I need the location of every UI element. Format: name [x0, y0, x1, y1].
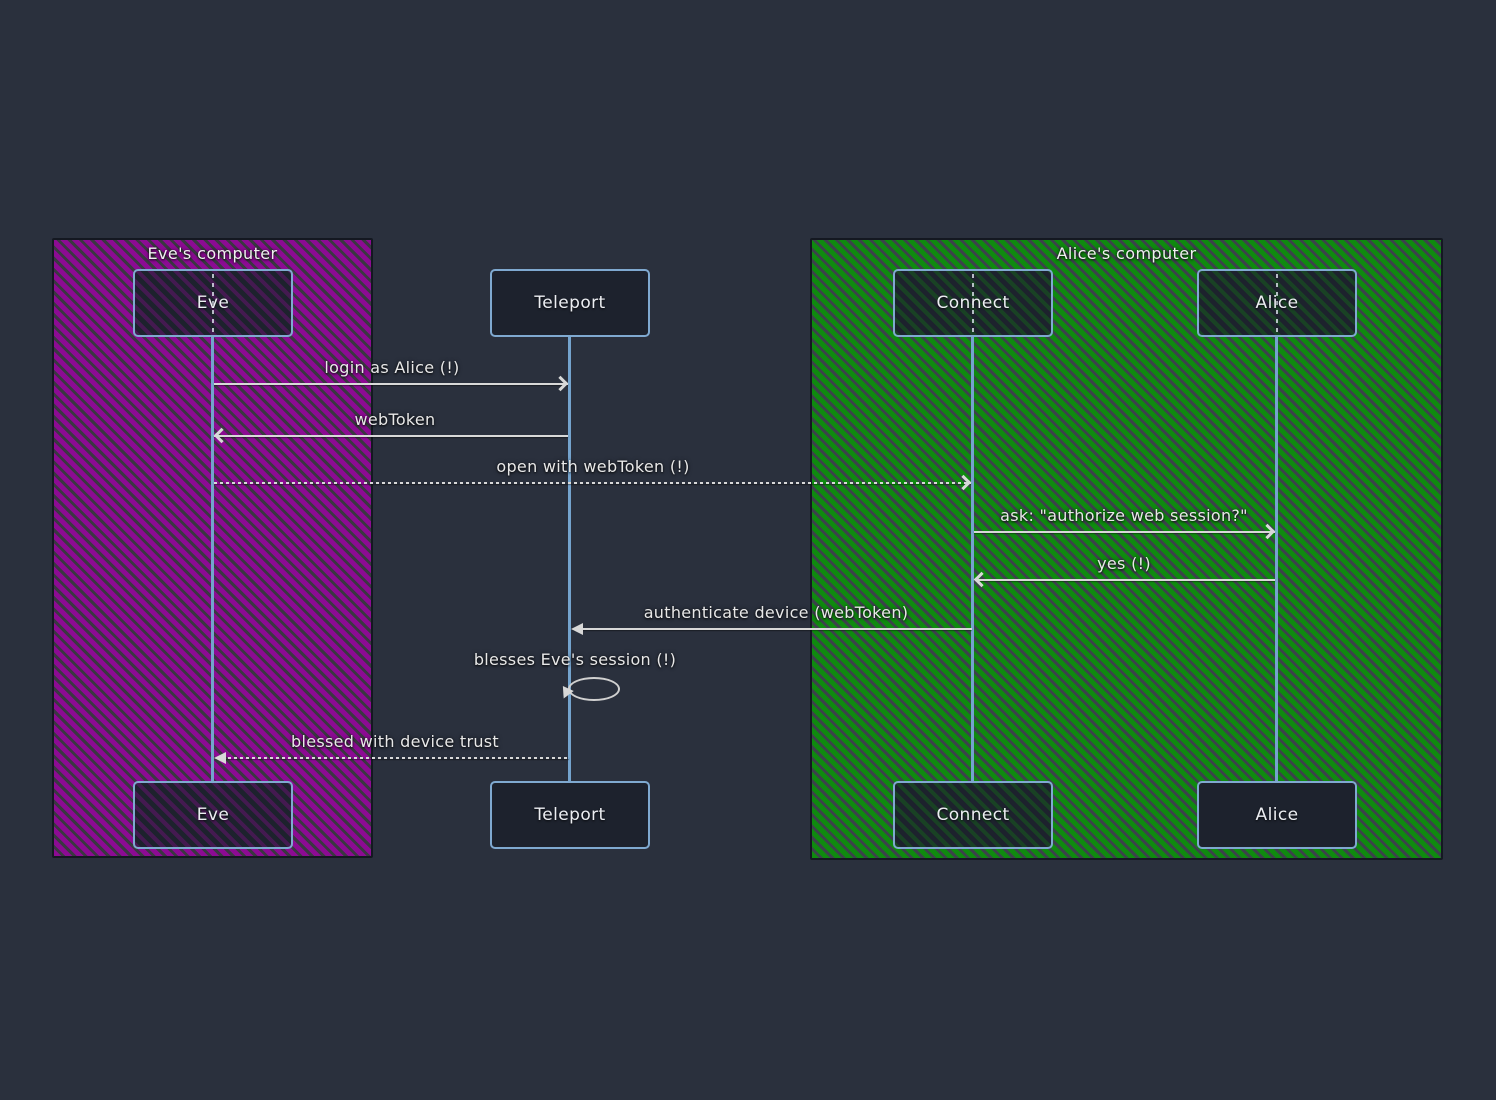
message-line [974, 531, 1275, 533]
message-line [216, 757, 569, 759]
alice-computer-region: Alice's computer [810, 238, 1443, 860]
lifeline-connect [971, 337, 974, 781]
message-label: webToken [354, 410, 436, 429]
lifeline-alice [1275, 337, 1278, 781]
lifeline-teleport [568, 337, 571, 781]
message-label: blessed with device trust [291, 732, 499, 751]
message-line [573, 628, 972, 630]
message-label: authenticate device (webToken) [643, 603, 909, 622]
actor-alice-bottom: Alice [1197, 781, 1357, 849]
lifeline-dash-segment [212, 274, 214, 332]
actor-connect-bottom: Connect [893, 781, 1053, 849]
lifeline-dash-segment [972, 274, 974, 332]
alice-computer-region-title: Alice's computer [1056, 244, 1197, 263]
message-label: ask: "authorize web session?" [1000, 506, 1248, 525]
message-label: yes (!) [1097, 554, 1151, 573]
actor-eve-top: Eve [133, 269, 293, 337]
arrowhead-right-icon [552, 375, 569, 392]
actor-teleport-label: Teleport [534, 293, 606, 313]
actor-connect-label: Connect [936, 805, 1010, 825]
actor-connect-top: Connect [893, 269, 1053, 337]
actor-eve-bottom: Eve [133, 781, 293, 849]
message-label: login as Alice (!) [324, 358, 460, 377]
actor-teleport-bottom: Teleport [490, 781, 650, 849]
lifeline-dash-segment [1276, 274, 1278, 332]
actor-teleport-label: Teleport [534, 805, 606, 825]
message-line [214, 383, 568, 385]
actor-alice-label: Alice [1255, 805, 1299, 825]
message-label: blesses Eve's session (!) [473, 650, 677, 669]
actor-eve-label: Eve [196, 805, 230, 825]
arrowhead-left-filled-icon [214, 752, 226, 764]
message-line [214, 482, 971, 484]
message-line [976, 579, 1275, 581]
lifeline-eve [211, 337, 214, 781]
eve-computer-region-title: Eve's computer [147, 244, 278, 263]
arrowhead-left-filled-icon [571, 623, 583, 635]
message-label: open with webToken (!) [496, 457, 690, 476]
actor-alice-top: Alice [1197, 269, 1357, 337]
self-loop-icon [568, 677, 620, 701]
actor-eve-label: Eve [196, 293, 230, 313]
message-line [214, 435, 568, 437]
actor-teleport-top: Teleport [490, 269, 650, 337]
actor-connect-label: Connect [936, 293, 1010, 313]
actor-alice-label: Alice [1255, 293, 1299, 313]
